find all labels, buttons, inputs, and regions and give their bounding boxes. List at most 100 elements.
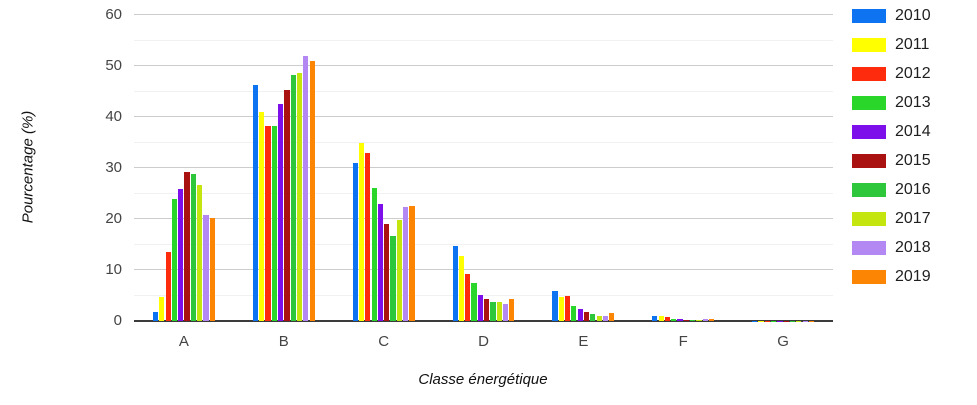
legend-swatch-icon	[852, 212, 886, 226]
bar-C-2010	[352, 162, 358, 321]
bar-E-2018	[602, 315, 608, 321]
plot-area	[134, 14, 833, 322]
legend-item-2014: 2014	[852, 123, 931, 140]
legend-swatch-icon	[852, 125, 886, 139]
bar-E-2017	[596, 316, 602, 321]
x-tick-label-B: B	[278, 333, 289, 350]
bar-B-2015	[284, 90, 290, 321]
x-tick-label-A: A	[178, 333, 189, 350]
y-tick-label: 30	[105, 159, 122, 176]
legend-swatch-icon	[852, 96, 886, 110]
bar-C-2012	[365, 153, 371, 321]
legend-label: 2014	[895, 123, 931, 140]
bar-D-2012	[465, 274, 471, 321]
legend-label: 2017	[895, 210, 931, 227]
bar-E-2012	[565, 295, 571, 321]
bar-B-2013	[271, 125, 277, 321]
legend: 2010 2011 2012 2013 2014 2015 2016 2017 2018 2019	[852, 8, 931, 299]
bar-C-2011	[358, 143, 365, 321]
x-axis-title: Classe énergétique	[418, 371, 548, 388]
bar-F-2010	[652, 315, 658, 321]
legend-label: 2011	[895, 36, 930, 53]
major-gridline	[134, 14, 833, 15]
x-tick-label-D: D	[478, 333, 489, 350]
bar-A-2017	[197, 185, 203, 321]
x-axis-line	[134, 320, 833, 322]
bar-A-2016	[190, 173, 196, 321]
legend-label: 2016	[895, 181, 931, 198]
bar-F-2015	[683, 319, 689, 321]
y-tick-label: 0	[113, 312, 122, 329]
bar-B-2016	[290, 74, 296, 321]
legend-swatch-icon	[852, 9, 886, 23]
bar-A-2012	[165, 251, 171, 321]
bar-B-2017	[296, 72, 303, 321]
bar-D-2011	[458, 256, 465, 321]
bar-B-2012	[265, 126, 271, 321]
minor-gridline	[134, 243, 833, 245]
bar-C-2018	[403, 206, 409, 321]
bar-F-2012	[664, 317, 671, 321]
major-gridline	[134, 269, 833, 270]
minor-gridline	[134, 39, 833, 41]
bar-F-2013	[671, 318, 677, 321]
bar-G-2011	[758, 320, 764, 321]
bar-A-2018	[203, 215, 209, 321]
legend-label: 2018	[895, 239, 931, 256]
bar-C-2013	[371, 187, 377, 321]
legend-swatch-icon	[852, 38, 886, 52]
major-gridline	[134, 116, 833, 117]
bar-B-2019	[309, 61, 315, 321]
bar-E-2014	[577, 308, 583, 321]
legend-label: 2013	[895, 94, 931, 111]
bar-A-2010	[152, 311, 159, 321]
x-tick-label-G: G	[777, 333, 789, 350]
x-tick-label-F: F	[678, 333, 688, 350]
bar-E-2019	[609, 313, 615, 321]
legend-item-2013: 2013	[852, 94, 931, 111]
bar-B-2011	[259, 111, 265, 321]
legend-label: 2019	[895, 268, 931, 285]
bar-F-2016	[690, 319, 696, 321]
legend-item-2019: 2019	[852, 268, 931, 285]
bar-F-2011	[658, 315, 664, 321]
bar-E-2016	[590, 313, 596, 321]
y-tick-label: 60	[105, 6, 122, 23]
legend-label: 2012	[895, 65, 931, 82]
bar-C-2015	[384, 224, 390, 321]
bar-C-2019	[409, 205, 415, 321]
bar-D-2019	[509, 299, 515, 321]
bar-D-2015	[484, 298, 490, 321]
major-gridline	[134, 218, 833, 219]
bar-D-2014	[477, 295, 483, 321]
legend-swatch-icon	[852, 154, 886, 168]
bar-D-2016	[490, 302, 496, 321]
y-tick-label: 10	[105, 261, 122, 278]
bar-A-2015	[184, 172, 190, 321]
bar-F-2019	[708, 319, 715, 321]
bar-E-2013	[571, 306, 577, 321]
legend-item-2010: 2010	[852, 8, 931, 24]
bar-E-2010	[552, 290, 558, 321]
minor-gridline	[134, 192, 833, 194]
bar-G-2019	[808, 320, 814, 321]
y-tick-label: 40	[105, 108, 122, 125]
legend-item-2016: 2016	[852, 181, 931, 198]
bar-D-2010	[452, 245, 458, 321]
bar-A-2019	[209, 217, 215, 321]
bar-D-2013	[471, 282, 477, 321]
bar-C-2014	[377, 204, 384, 321]
bar-G-2018	[802, 320, 808, 321]
major-gridline	[134, 167, 833, 168]
x-axis-tick-labels: A B C D E F G	[134, 333, 833, 353]
bar-B-2014	[278, 103, 284, 321]
bar-F-2017	[696, 319, 702, 321]
minor-gridline	[134, 294, 833, 296]
minor-gridline	[134, 90, 833, 92]
minor-gridline	[134, 141, 833, 143]
x-tick-label-C: C	[378, 333, 390, 350]
x-tick-label-E: E	[578, 333, 589, 350]
legend-item-2017: 2017	[852, 210, 931, 227]
legend-swatch-icon	[852, 67, 886, 81]
